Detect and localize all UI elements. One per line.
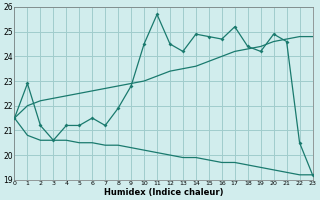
X-axis label: Humidex (Indice chaleur): Humidex (Indice chaleur) <box>104 188 223 197</box>
